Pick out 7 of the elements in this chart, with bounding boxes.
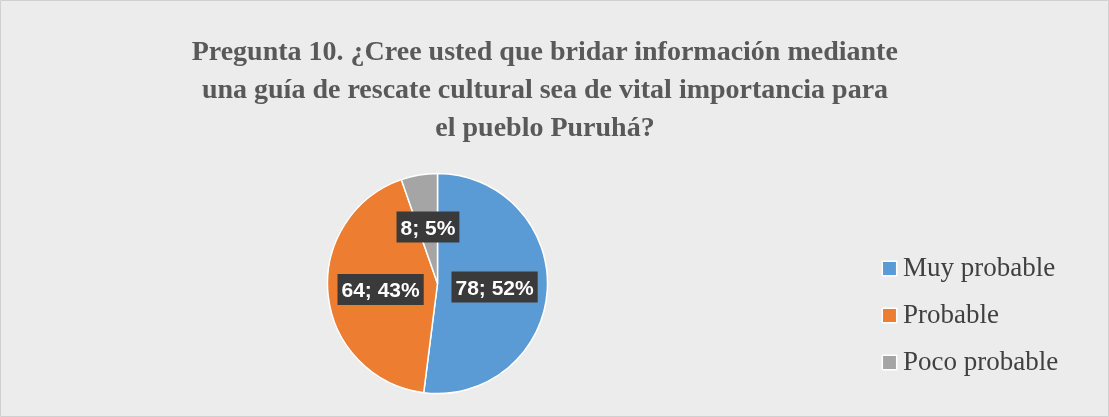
data-label: 64; 43%: [341, 277, 421, 301]
legend-label: Poco probable: [903, 346, 1059, 377]
legend-label: Muy probable: [903, 252, 1056, 283]
legend-label: Probable: [903, 299, 999, 330]
data-label: 8; 5%: [400, 215, 456, 239]
data-label: 78; 52%: [455, 275, 535, 299]
chart-title: Pregunta 10. ¿Cree usted que bridar información mediante una guía de rescate cultural sea de vital importancia para el pueblo Puruhá?: [191, 35, 898, 142]
